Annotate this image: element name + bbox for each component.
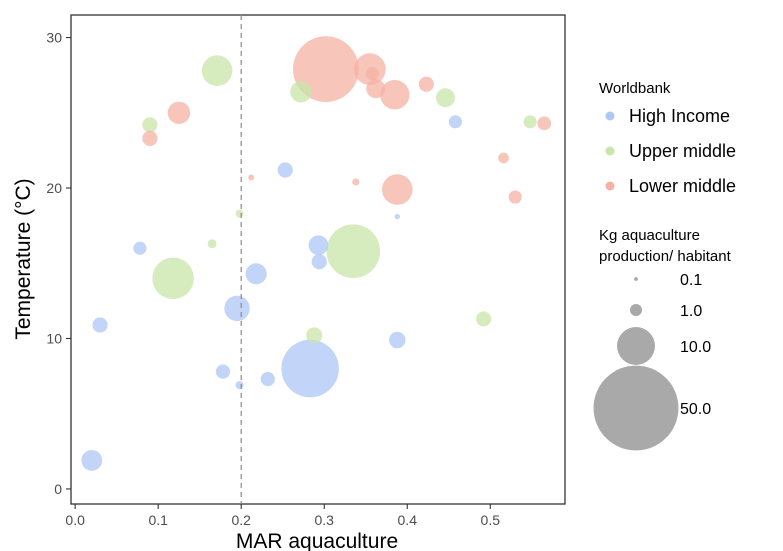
color-legend-title: Worldbank xyxy=(599,80,671,97)
legend-label-high-income: High Income xyxy=(629,106,730,126)
color-legend: High Income Upper middle Lower middle xyxy=(605,106,736,196)
high-income-point-14 xyxy=(448,115,462,129)
high-income-point-2 xyxy=(133,241,147,255)
high-income-point-5 xyxy=(224,295,250,322)
lower-middle-point-7 xyxy=(366,79,386,99)
upper-middle-point-4 xyxy=(235,209,244,218)
lower-middle-point-9 xyxy=(381,174,413,205)
size-legend-label: 0.1 xyxy=(680,272,702,289)
size-legend-label: 10.0 xyxy=(680,339,711,356)
lower-middle-point-4 xyxy=(352,178,360,186)
lower-middle-point-1 xyxy=(167,101,191,125)
lower-middle-point-2 xyxy=(248,174,255,181)
points-layer xyxy=(81,36,552,471)
y-tick-label: 10 xyxy=(46,330,62,346)
x-tick-label: 0.1 xyxy=(148,512,168,528)
legend-label-lower-middle: Lower middle xyxy=(629,176,736,196)
high-income-point-10 xyxy=(308,235,329,256)
legend-label-upper-middle: Upper middle xyxy=(629,141,736,161)
lower-middle-point-6 xyxy=(365,67,379,81)
y-tick-label: 20 xyxy=(46,180,62,196)
upper-middle-point-3 xyxy=(201,55,233,86)
upper-middle-point-8 xyxy=(435,88,455,108)
plot-panel-border xyxy=(70,14,566,505)
high-income-point-13 xyxy=(394,213,400,220)
legend-key-high-income xyxy=(605,111,615,121)
legend-key-upper-middle xyxy=(605,146,615,156)
x-tick-label: 0.0 xyxy=(65,512,85,528)
x-axis-title: MAR aquaculture xyxy=(236,530,398,551)
upper-middle-point-0 xyxy=(142,117,158,133)
y-axis-title: Temperature (°C) xyxy=(12,178,35,339)
high-income-point-7 xyxy=(260,372,275,387)
lower-middle-point-11 xyxy=(498,152,509,164)
upper-middle-point-9 xyxy=(476,311,492,327)
size-legend-key xyxy=(634,277,638,281)
size-legend-label: 50.0 xyxy=(680,401,711,418)
size-legend-key xyxy=(630,304,642,316)
upper-middle-point-7 xyxy=(326,224,381,279)
lower-middle-point-8 xyxy=(380,80,410,110)
upper-middle-point-5 xyxy=(290,81,312,103)
x-tick-label: 0.5 xyxy=(481,512,501,528)
high-income-point-8 xyxy=(277,162,293,178)
size-legend: 0.1 1.0 10.0 50.0 xyxy=(593,272,711,451)
x-tick-label: 0.3 xyxy=(314,512,334,528)
high-income-point-11 xyxy=(311,254,327,270)
lower-middle-point-10 xyxy=(418,76,434,92)
legend-key-lower-middle xyxy=(605,181,615,191)
size-legend-label: 1.0 xyxy=(680,303,702,320)
upper-middle-point-2 xyxy=(207,239,217,249)
lower-middle-point-13 xyxy=(537,116,552,131)
size-legend-key xyxy=(593,365,679,451)
lower-middle-point-12 xyxy=(508,190,522,204)
axes-layer: 0.0 0.1 0.2 0.3 0.4 0.5 0 10 20 30 xyxy=(46,15,500,528)
high-income-point-1 xyxy=(92,317,108,333)
high-income-point-6 xyxy=(245,263,267,285)
y-tick-label: 30 xyxy=(46,30,62,46)
x-tick-label: 0.2 xyxy=(231,512,251,528)
size-legend-title-line-1: Kg aquaculture xyxy=(599,227,700,244)
x-tick-label: 0.4 xyxy=(398,512,418,528)
high-income-point-12 xyxy=(389,331,406,349)
y-tick-label: 0 xyxy=(54,481,62,497)
size-legend-title-line-2: production/ habitant xyxy=(599,248,732,265)
upper-middle-point-1 xyxy=(152,257,194,300)
high-income-point-4 xyxy=(235,381,244,390)
size-legend-key xyxy=(617,327,655,365)
lower-middle-point-0 xyxy=(142,130,158,146)
high-income-point-3 xyxy=(215,364,231,379)
upper-middle-point-6 xyxy=(306,327,323,344)
high-income-point-0 xyxy=(81,449,103,471)
upper-middle-point-10 xyxy=(523,115,537,129)
high-income-point-9 xyxy=(281,339,339,398)
